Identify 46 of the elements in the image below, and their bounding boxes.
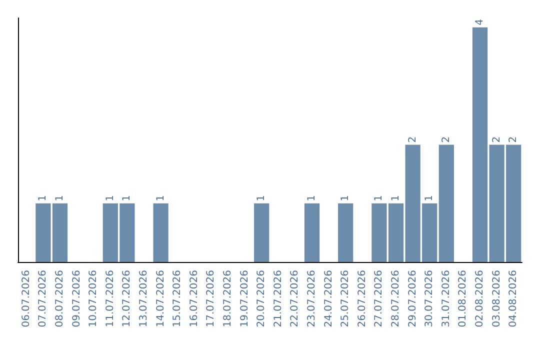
x-tick-label: 28.07.2026 bbox=[390, 270, 402, 328]
x-tick-label: 08.07.2026 bbox=[54, 270, 66, 328]
data-label: 1 bbox=[54, 194, 66, 202]
x-tick-label: 14.07.2026 bbox=[155, 270, 166, 328]
data-label: 2 bbox=[440, 136, 452, 143]
data-label: 1 bbox=[38, 194, 49, 202]
x-tick-label: 24.07.2026 bbox=[323, 270, 334, 328]
data-label: 1 bbox=[104, 194, 116, 202]
x-tick-label: 04.08.2026 bbox=[508, 270, 520, 328]
data-label: 1 bbox=[390, 194, 402, 202]
x-tick-label: 13.07.2026 bbox=[138, 270, 150, 328]
x-tick-label: 19.07.2026 bbox=[239, 270, 250, 328]
x-tick-label: 31.07.2026 bbox=[440, 270, 452, 328]
x-tick-label: 02.08.2026 bbox=[474, 270, 486, 328]
data-label: 1 bbox=[306, 194, 318, 202]
x-tick-label: 11.07.2026 bbox=[104, 270, 116, 328]
x-tick-label: 17.07.2026 bbox=[206, 270, 217, 328]
x-tick-label: 20.07.2026 bbox=[256, 270, 268, 328]
x-tick-label: 30.07.2026 bbox=[424, 270, 436, 328]
x-tick-label: 10.07.2026 bbox=[88, 270, 100, 328]
data-label: 2 bbox=[508, 136, 520, 143]
x-tick-label: 21.07.2026 bbox=[272, 270, 284, 328]
x-tick-label: 15.07.2026 bbox=[172, 270, 184, 328]
x-tick-label: 29.07.2026 bbox=[407, 270, 418, 328]
x-tick-label: 09.07.2026 bbox=[71, 270, 82, 328]
x-tick-label: 07.07.2026 bbox=[38, 270, 49, 328]
x-tick-label: 01.08.2026 bbox=[458, 270, 469, 328]
x-tick-label: 03.08.2026 bbox=[491, 270, 502, 328]
x-tick-label: 18.07.2026 bbox=[222, 270, 234, 328]
x-tick-label: 12.07.2026 bbox=[122, 270, 133, 328]
x-tick-label: 22.07.2026 bbox=[290, 270, 301, 328]
data-label: 1 bbox=[122, 194, 133, 202]
data-label: 1 bbox=[424, 194, 436, 202]
x-tick-label: 16.07.2026 bbox=[188, 270, 200, 328]
data-label: 1 bbox=[374, 194, 385, 202]
data-label: 2 bbox=[407, 136, 418, 143]
x-tick-label: 23.07.2026 bbox=[306, 270, 318, 328]
x-tick-label: 06.07.2026 bbox=[20, 270, 32, 328]
data-label: 1 bbox=[256, 194, 268, 202]
x-tick-label: 26.07.2026 bbox=[356, 270, 368, 328]
x-tick-label: 27.07.2026 bbox=[374, 270, 385, 328]
x-tick-label: 25.07.2026 bbox=[340, 270, 352, 328]
data-label: 1 bbox=[340, 194, 352, 202]
data-label: 4 bbox=[474, 19, 486, 26]
data-label: 2 bbox=[491, 136, 502, 143]
data-label: 1 bbox=[155, 194, 166, 202]
